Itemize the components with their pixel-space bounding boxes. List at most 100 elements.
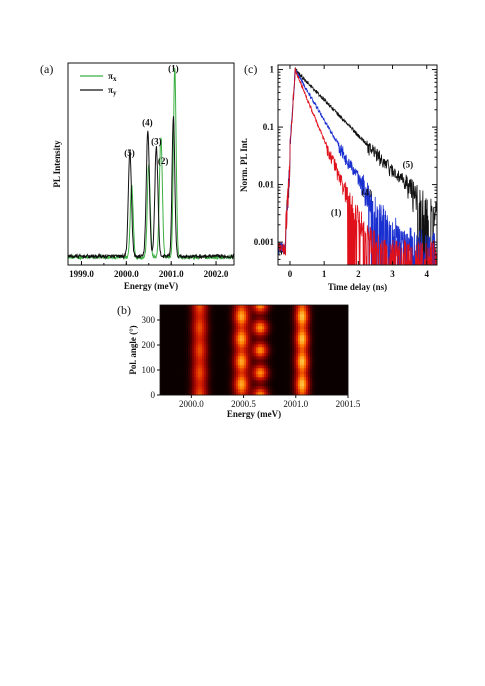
heatmap-cell [194,389,197,393]
heatmap-cell [174,332,177,336]
heatmap-cell [180,383,183,387]
heatmap-cell [296,317,299,321]
heatmap-cell [228,377,231,381]
heatmap-cell [206,356,209,360]
heatmap-cell [218,368,221,372]
heatmap-cell [188,350,191,354]
heatmap-cell [236,371,239,375]
heatmap-cell [306,359,309,363]
heatmap-cell [268,353,271,357]
heatmap-cell [218,380,221,384]
heatmap-cell [262,311,265,315]
heatmap-cell [204,341,207,345]
heatmap-cell [198,314,201,318]
heatmap-cell [220,377,223,381]
heatmap-cell [296,338,299,342]
heatmap-cell [284,383,287,387]
heatmap-cell [238,329,241,333]
heatmap-cell [224,305,227,309]
heatmap-cell [328,368,331,372]
heatmap-cell [160,341,163,345]
heatmap-cell [302,347,305,351]
heatmap-cell [296,389,299,393]
heatmap-cell [218,383,221,387]
heatmap-cell [272,317,275,321]
heatmap-cell [340,335,343,339]
heatmap-cell [180,329,183,333]
heatmap-cell [210,353,213,357]
heatmap-cell [228,341,231,345]
heatmap-cell [332,335,335,339]
heatmap-cell [280,380,283,384]
heatmap-cell [222,350,225,354]
heatmap-cell [164,317,167,321]
heatmap-cell [322,353,325,357]
heatmap-cell [258,377,261,381]
heatmap-cell [206,374,209,378]
heatmap-cell [296,326,299,330]
heatmap-cell [256,365,259,369]
heatmap-cell [312,305,315,309]
heatmap-cell [230,314,233,318]
heatmap-cell [202,362,205,366]
heatmap-cell [214,320,217,324]
heatmap-cell [254,332,257,336]
heatmap-cell [306,368,309,372]
heatmap-cell [160,308,163,312]
heatmap-cell [276,383,279,387]
heatmap-cell [340,374,343,378]
heatmap-cell [292,338,295,342]
heatmap-cell [256,353,259,357]
heatmap-cell [244,344,247,348]
heatmap-cell [164,392,167,396]
heatmap-cell [316,347,319,351]
heatmap-cell [184,311,187,315]
heatmap-cell [250,317,253,321]
x-tick-label: 1999.0 [69,269,94,279]
heatmap-cell [210,386,213,390]
heatmap-cell [166,308,169,312]
heatmap-cell [170,329,173,333]
heatmap-cell [230,377,233,381]
heatmap-cell [186,320,189,324]
heatmap-cell [178,350,181,354]
heatmap-cell [278,386,281,390]
heatmap-cell [222,332,225,336]
heatmap-cell [258,347,261,351]
heatmap-cell [334,377,337,381]
heatmap-cell [308,359,311,363]
heatmap-cell [224,371,227,375]
heatmap-cell [160,323,163,327]
heatmap-cell [320,308,323,312]
heatmap-cell [252,308,255,312]
heatmap-cell [342,374,345,378]
heatmap-cell [306,326,309,330]
heatmap-cell [340,392,343,396]
heatmap-cell [320,371,323,375]
heatmap-cell [330,323,333,327]
heatmap-cell [320,341,323,345]
heatmap-cell [212,338,215,342]
heatmap-cell [280,368,283,372]
heatmap-cell [230,368,233,372]
heatmap-cell [252,359,255,363]
heatmap-cell [324,380,327,384]
heatmap-cell [220,344,223,348]
heatmap-cell [238,365,241,369]
heatmap-cell [260,353,263,357]
heatmap-cell [268,368,271,372]
heatmap-cell [216,383,219,387]
heatmap-cell [198,320,201,324]
heatmap-cell [180,377,183,381]
heatmap-cell [162,326,165,330]
heatmap-cell [336,362,339,366]
heatmap-cell [346,317,349,321]
heatmap-cell [262,344,265,348]
heatmap-cell [286,314,289,318]
heatmap-cell [346,386,349,390]
heatmap-cell [254,305,257,309]
heatmap-cell [282,368,285,372]
heatmap-cell [248,323,251,327]
heatmap-cell [232,314,235,318]
heatmap-cell [230,371,233,375]
